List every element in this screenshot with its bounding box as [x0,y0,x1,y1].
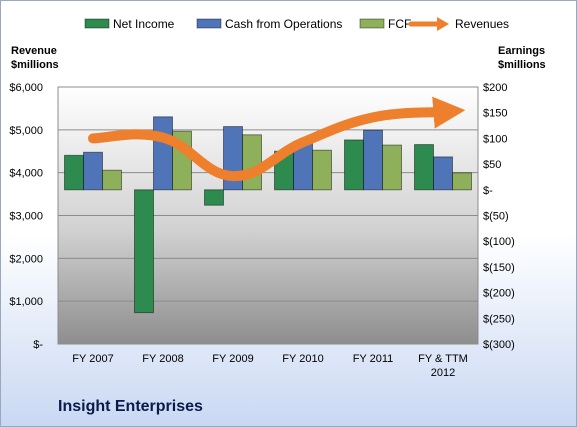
x-tick-label: FY 2011 [353,353,394,365]
fcf-bar [452,172,472,191]
right-tick-label: $(100) [483,236,515,248]
x-tick-label: FY 2007 [72,353,113,365]
right-axis-title: Earnings [498,45,545,57]
legend-label: Cash from Operations [225,17,342,31]
legend-label: Net Income [113,17,175,31]
fcf-bar [102,169,122,191]
right-tick-label: $(300) [483,339,515,351]
legend: Net Income Cash from Operations FCF Revenue… [84,17,509,31]
left-axis-title: $millions [11,59,59,71]
x-tick-label: FY 2008 [142,353,183,365]
right-tick-label: $- [483,185,493,197]
legend-swatch [359,18,385,29]
net-income-bar [204,189,224,206]
left-axis: $- $1,000 $2,000 $3,000 $4,000 $5,000 $6,000 [9,82,43,351]
x-tick-label: FY 2009 [212,353,253,365]
x-tick-label: FY & TTM 2012 [418,353,468,379]
cash-from-operations-bar [363,129,383,191]
left-tick-label: $3,000 [9,211,43,223]
revenue-line [88,96,466,182]
left-tick-label: $5,000 [9,125,43,137]
legend-swatch [196,18,222,29]
axis-titles: Revenue $millions Earnings $millions [11,45,546,71]
right-axis-title: $millions [498,59,546,71]
net-income-bar [414,144,434,191]
legend-swatch [84,18,110,29]
company-title: Insight Enterprises [58,398,203,415]
fcf-bar [242,134,262,191]
net-income-bar [344,139,364,191]
gridlines [58,129,478,302]
left-tick-label: $- [33,339,43,351]
net-income-bar [134,189,154,314]
net-income-bar [64,154,84,191]
right-tick-label: $200 [483,82,507,94]
right-tick-label: $150 [483,108,507,120]
x-axis: FY 2007 FY 2008 FY 2009 FY 2010 FY 2011 FY & … [72,353,468,379]
legend-arrow-icon [437,17,449,31]
legend-label: Revenues [455,17,509,31]
left-tick-label: $1,000 [9,296,43,308]
left-tick-label: $6,000 [9,82,43,94]
x-tick-label: FY 2010 [282,353,323,365]
left-axis-title: Revenue [11,45,57,57]
left-tick-label: $2,000 [9,253,43,265]
fcf-bar [312,149,332,191]
fcf-bar [382,144,402,191]
right-tick-label: $50 [483,159,501,171]
revenue-line-path [88,96,466,182]
right-tick-label: $(250) [483,313,515,325]
right-tick-label: $(50) [483,211,509,223]
left-tick-label: $4,000 [9,168,43,180]
legend-label: FCF [388,17,411,31]
cash-from-operations-bar [83,151,103,191]
right-tick-label: $(150) [483,262,515,274]
cash-from-operations-bar [153,116,173,191]
cash-from-operations-bar [433,156,453,191]
right-axis: $(300) $(250) $(200) $(150) $(100) $(50) $- $50… [483,82,515,351]
right-tick-label: $(200) [483,288,515,300]
right-tick-label: $100 [483,133,507,145]
